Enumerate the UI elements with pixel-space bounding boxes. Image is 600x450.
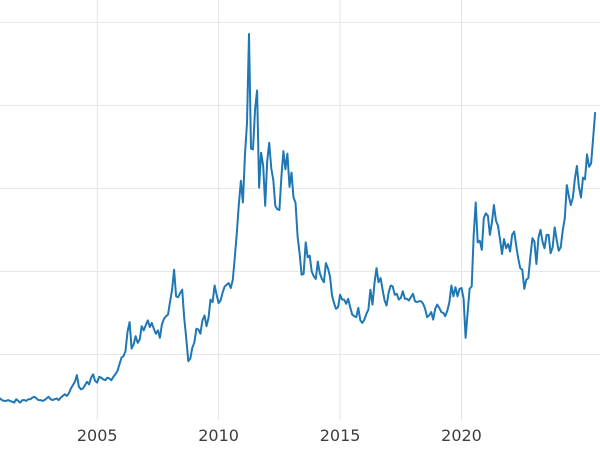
- x-tick-label: 2020: [441, 426, 482, 445]
- price-line: [0, 33, 597, 404]
- x-tick-label: 2005: [77, 426, 118, 445]
- grid-lines: [0, 0, 600, 420]
- price-line-group: [0, 33, 597, 404]
- x-tick-label: 2015: [320, 426, 361, 445]
- x-tick-label: 2010: [198, 426, 239, 445]
- x-axis-tick-labels: 2005 2010 2015 2020: [77, 426, 482, 445]
